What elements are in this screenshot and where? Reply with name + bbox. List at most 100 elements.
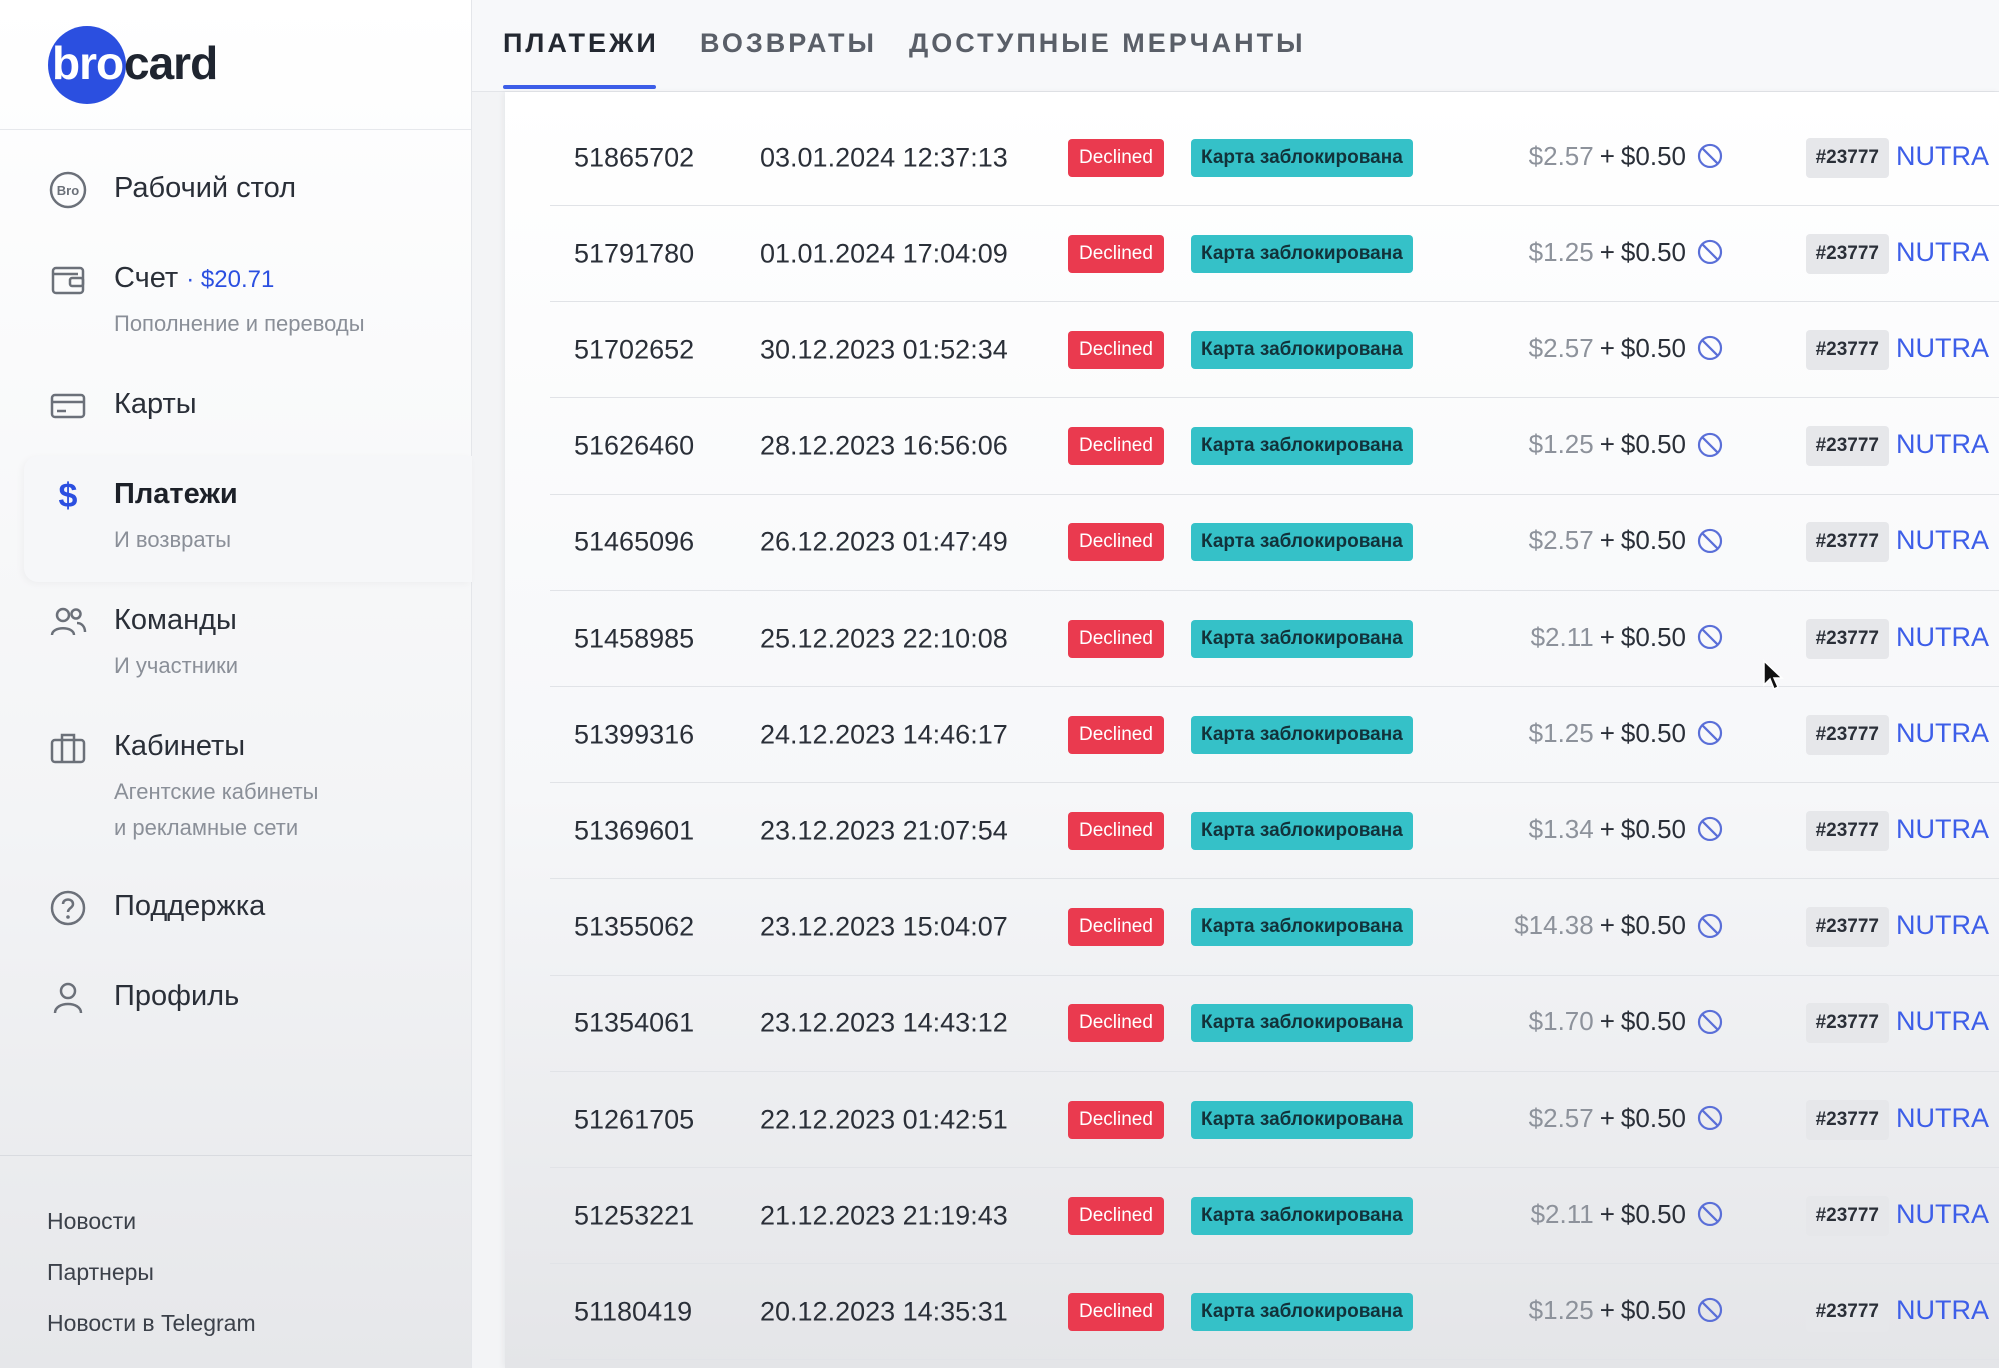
- merchant-link[interactable]: NUTRA: [1896, 813, 1989, 844]
- blocked-icon: [1697, 1298, 1723, 1323]
- merchant-link[interactable]: NUTRA: [1896, 1198, 1989, 1229]
- merchant-link[interactable]: NUTRA: [1896, 140, 1989, 171]
- card-tag[interactable]: #23777: [1805, 618, 1889, 659]
- merchant-link[interactable]: NUTRA: [1896, 332, 1989, 363]
- sidebar-item-dashboard[interactable]: Bro Рабочий стол: [24, 150, 472, 240]
- blocked-icon: [1697, 1202, 1723, 1227]
- merchant-link[interactable]: NUTRA: [1896, 429, 1989, 460]
- user-icon: [48, 978, 88, 1018]
- table-row[interactable]: 51253221 21.12.2023 21:19:43 Declined Карта…: [550, 1168, 1999, 1265]
- amount-value: $1.25: [1528, 236, 1594, 267]
- merchant-link[interactable]: NUTRA: [1896, 236, 1989, 267]
- fee-value: $0.50: [1620, 910, 1686, 941]
- table-row[interactable]: 51791780 01.01.2024 17:04:09 Declined Карта…: [550, 206, 1999, 303]
- status-badge: Declined: [1068, 908, 1164, 947]
- card-tag[interactable]: #23777: [1805, 810, 1889, 851]
- table-row[interactable]: 51865702 03.01.2024 12:37:13 Declined Карта…: [550, 110, 1999, 206]
- briefcase-icon: [48, 728, 88, 768]
- amount-value: $2.57: [1528, 140, 1594, 171]
- status-badge: Declined: [1068, 1292, 1164, 1331]
- card-tag[interactable]: #23777: [1805, 1195, 1889, 1236]
- table-row[interactable]: 51465096 26.12.2023 01:47:49 Declined Карта…: [550, 495, 1999, 591]
- card-tag[interactable]: #23777: [1805, 137, 1889, 178]
- payment-amount: $1.34 + $0.50: [1529, 814, 1724, 845]
- status-badge: Declined: [1068, 1196, 1164, 1235]
- card-tag[interactable]: #23777: [1805, 1099, 1889, 1140]
- amount-value: $2.11: [1530, 1198, 1594, 1229]
- tab-payments[interactable]: ПЛАТЕЖИ: [503, 28, 659, 58]
- sidebar-item-teams[interactable]: Команды И участники: [24, 582, 472, 708]
- amount-value: $2.11: [1530, 621, 1594, 652]
- plus-sign: +: [1599, 910, 1615, 941]
- merchant-link[interactable]: NUTRA: [1896, 910, 1989, 941]
- blocked-icon: [1697, 721, 1723, 746]
- sidebar-item-profile[interactable]: Профиль: [24, 958, 472, 1048]
- footer-link-telegram[interactable]: Новости в Telegram: [47, 1310, 256, 1336]
- footer-link-partners[interactable]: Партнеры: [47, 1259, 154, 1285]
- blocked-icon: [1697, 336, 1723, 361]
- sidebar-item-account[interactable]: Счет · $20.71 Пополнение и переводы: [24, 240, 472, 366]
- table-row[interactable]: 51399316 24.12.2023 14:46:17 Declined Карта…: [550, 687, 1999, 784]
- card-tag[interactable]: #23777: [1805, 426, 1889, 467]
- payment-amount: $2.11 + $0.50: [1531, 1199, 1724, 1230]
- card-tag[interactable]: #23777: [1805, 233, 1889, 274]
- reason-badge: Карта заблокирована: [1191, 1196, 1413, 1235]
- fee-value: $0.50: [1620, 1102, 1686, 1133]
- table-row[interactable]: 51354061 23.12.2023 14:43:12 Declined Карта…: [550, 976, 1999, 1072]
- sidebar-item-cabinets[interactable]: Кабинеты Агентские кабинеты и рекламные …: [24, 708, 472, 868]
- fee-value: $0.50: [1620, 1198, 1686, 1229]
- payments-table[interactable]: 51865702 03.01.2024 12:37:13 Declined Карта…: [505, 92, 1999, 1368]
- merchant-link[interactable]: NUTRA: [1896, 621, 1989, 652]
- merchant-link[interactable]: NUTRA: [1896, 1102, 1989, 1133]
- svg-text:$: $: [59, 477, 78, 515]
- status-badge: Declined: [1068, 1100, 1164, 1139]
- reason-badge: Карта заблокирована: [1191, 619, 1413, 658]
- table-row[interactable]: 51702652 30.12.2023 01:52:34 Declined Карта…: [550, 302, 1999, 399]
- reason-badge: Карта заблокирована: [1191, 1100, 1413, 1139]
- table-row[interactable]: 51180419 20.12.2023 14:35:31 Declined Карта…: [550, 1264, 1999, 1361]
- fee-value: $0.50: [1620, 236, 1686, 267]
- logo-text-card[interactable]: card: [124, 37, 218, 89]
- reason-badge: Карта заблокирована: [1191, 715, 1413, 754]
- card-tag[interactable]: #23777: [1805, 522, 1889, 563]
- status-badge: Declined: [1068, 619, 1164, 658]
- sidebar-item-label: Платежи: [114, 478, 238, 510]
- fee-value: $0.50: [1620, 1006, 1686, 1037]
- payment-date: 21.12.2023 21:19:43: [760, 1200, 1008, 1231]
- tab-merchants[interactable]: ДОСТУПНЫЕ МЕРЧАНТЫ: [909, 28, 1306, 58]
- card-tag[interactable]: #23777: [1805, 329, 1889, 370]
- table-row[interactable]: 51261705 22.12.2023 01:42:51 Declined Карта…: [550, 1072, 1999, 1168]
- fee-value: $0.50: [1620, 813, 1686, 844]
- amount-value: $2.57: [1528, 1102, 1594, 1133]
- sidebar-item-support[interactable]: Поддержка: [24, 868, 472, 958]
- merchant-link[interactable]: NUTRA: [1896, 525, 1989, 556]
- table-row[interactable]: 51626460 28.12.2023 16:56:06 Declined Карта…: [550, 399, 1999, 495]
- amount-value: $1.25: [1528, 717, 1594, 748]
- status-badge: Declined: [1068, 523, 1164, 562]
- card-tag[interactable]: #23777: [1805, 1003, 1889, 1044]
- reason-badge: Карта заблокирована: [1191, 234, 1413, 273]
- footer-link-news[interactable]: Новости: [47, 1208, 137, 1234]
- card-tag[interactable]: #23777: [1805, 714, 1889, 755]
- status-badge: Declined: [1068, 234, 1164, 273]
- merchant-link[interactable]: NUTRA: [1896, 1006, 1989, 1037]
- payment-id: 51865702: [574, 142, 695, 172]
- card-tag[interactable]: #23777: [1805, 907, 1889, 948]
- plus-sign: +: [1599, 1006, 1615, 1037]
- sidebar-item-cards[interactable]: Карты: [24, 366, 472, 456]
- reason-badge: Карта заблокирована: [1191, 523, 1413, 562]
- sidebar-item-payments[interactable]: $ Платежи И возвраты: [24, 456, 472, 582]
- tab-refunds[interactable]: ВОЗВРАТЫ: [700, 28, 877, 58]
- merchant-link[interactable]: NUTRA: [1896, 717, 1989, 748]
- table-row[interactable]: 51355062 23.12.2023 15:04:07 Declined Карта…: [550, 880, 1999, 976]
- table-row[interactable]: 51458985 25.12.2023 22:10:08 Declined Карта…: [550, 591, 1999, 687]
- merchant-link[interactable]: NUTRA: [1896, 1294, 1989, 1325]
- reason-badge: Карта заблокирована: [1191, 427, 1413, 466]
- plus-sign: +: [1599, 332, 1615, 363]
- plus-sign: +: [1599, 140, 1615, 171]
- payment-date: 25.12.2023 22:10:08: [760, 623, 1008, 653]
- sidebar-item-sub: И возвраты: [114, 527, 232, 552]
- card-tag[interactable]: #23777: [1805, 1291, 1889, 1332]
- logo-text-bro[interactable]: bro: [52, 37, 124, 89]
- table-row[interactable]: 51369601 23.12.2023 21:07:54 Declined Карта…: [550, 783, 1999, 880]
